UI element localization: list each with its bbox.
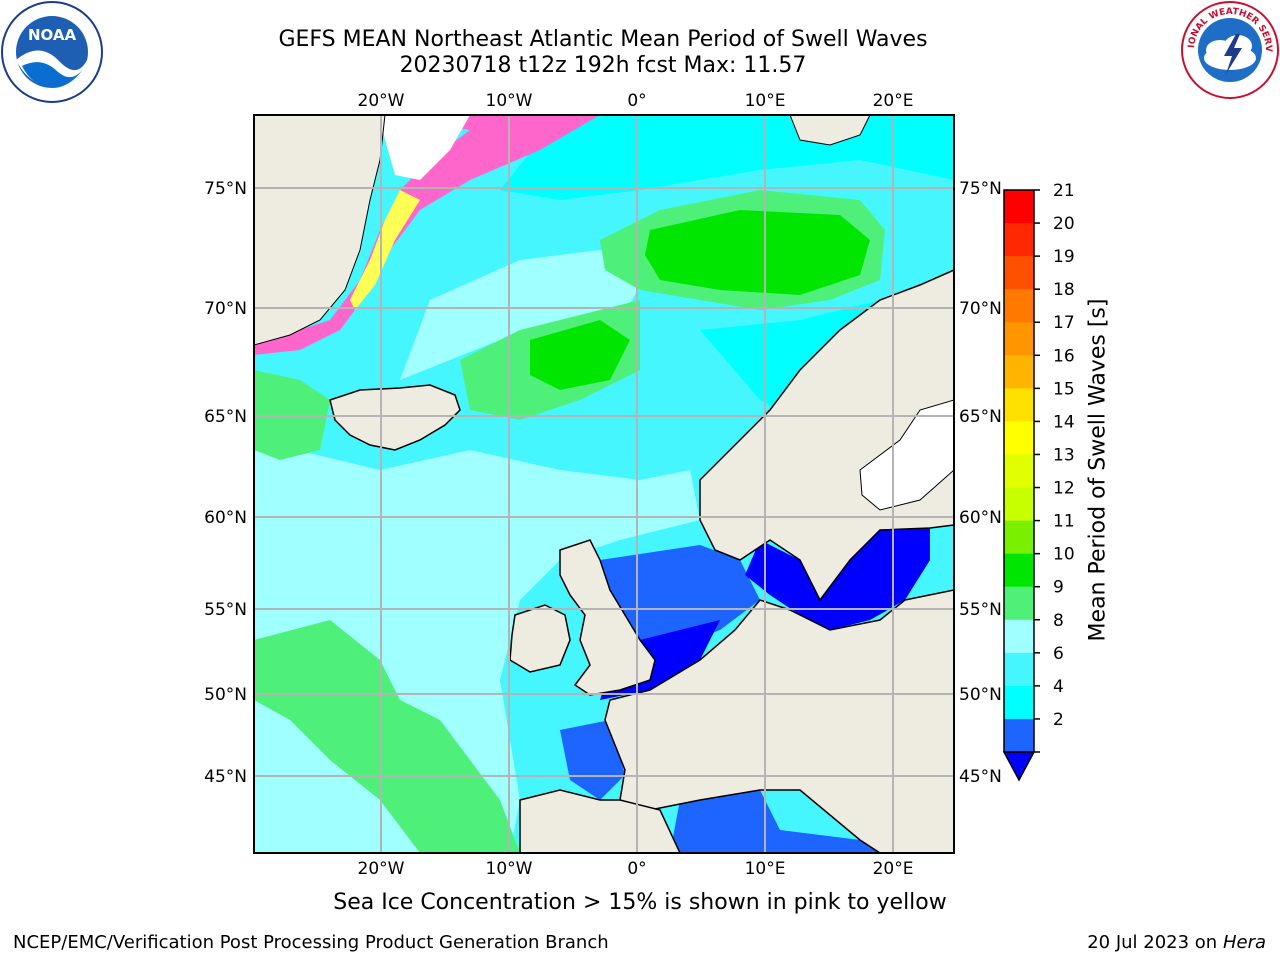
swell-band-10-11s [645, 210, 870, 295]
chart-title: GEFS MEAN Northeast Atlantic Mean Period… [278, 27, 928, 52]
colorbar-tick-label: 17 [1053, 313, 1075, 333]
colorbar-swatch [1004, 388, 1034, 422]
colorbar-tick-label: 13 [1053, 445, 1075, 465]
map-frame [253, 114, 955, 854]
colorbar-swatch [1004, 685, 1034, 720]
colorbar-tick-label: 8 [1053, 611, 1064, 631]
sea-ice-note: Sea Ice Concentration > 15% is shown in … [333, 890, 947, 915]
swell-band-8-9s-north [400, 250, 650, 380]
lat-label-right: 65°N [959, 407, 1002, 427]
lon-labels-bottom: 20°W 10°W 0° 10°E 20°E [358, 859, 914, 879]
lat-label-right: 55°N [959, 600, 1002, 620]
colorbar-tick-label: 10 [1053, 545, 1075, 565]
colorbar-tick-label: 15 [1053, 379, 1075, 399]
colorbar-tick-label: 9 [1053, 578, 1064, 598]
sea-ice-yellow [350, 190, 420, 310]
colorbar-swatch [1004, 190, 1034, 224]
colorbar-tick-label: 4 [1053, 677, 1064, 697]
swell-band-9-10s-southwest [254, 620, 520, 853]
no-data-gulf-bothnia [859, 399, 954, 511]
colorbar-tick-label: 18 [1053, 280, 1075, 300]
lat-label-right: 70°N [959, 299, 1002, 319]
colorbar-tick-label: 19 [1053, 247, 1075, 267]
chart-subtitle: 20230718 t12z 192h fcst Max: 11.57 [399, 53, 807, 78]
colorbar: 21 20 19 18 17 16 15 14 13 12 11 10 9 8 6 4 2 [1002, 181, 1075, 782]
colorbar-swatch [1004, 619, 1034, 654]
lon-label-bottom: 0° [627, 859, 646, 879]
run-date-text: 20 Jul 2023 on Hera [1087, 932, 1266, 953]
lon-label-top: 20°E [873, 91, 914, 111]
lat-labels-right: 75°N 70°N 65°N 60°N 55°N 50°N 45°N [959, 179, 1002, 787]
colorbar-tick-label: 21 [1053, 181, 1075, 201]
lon-label-top: 10°E [745, 91, 786, 111]
sea-ice-white [380, 115, 470, 180]
colorbar-tick-label: 6 [1053, 644, 1064, 664]
colorbar-swatch [1004, 256, 1034, 290]
map-graticule [254, 115, 954, 853]
lat-label-right: 75°N [959, 179, 1002, 199]
swell-band-2-4s-biscay [560, 720, 625, 800]
colorbar-swatch [1004, 553, 1034, 588]
colorbar-swatch [1004, 586, 1034, 621]
colorbar-swatch [1004, 421, 1034, 455]
lat-label-right: 50°N [959, 685, 1002, 705]
colorbar-swatch [1004, 355, 1034, 389]
colorbar-tick-label: 11 [1053, 512, 1075, 532]
lat-label-left: 70°N [204, 299, 247, 319]
lon-label-top: 20°W [358, 91, 405, 111]
lon-labels-top: 20°W 10°W 0° 10°E 20°E [358, 91, 914, 111]
lat-label-left: 65°N [204, 407, 247, 427]
nws-logo: NATIONAL WEATHER SERVICE [1180, 0, 1279, 99]
lat-label-left: 75°N [204, 179, 247, 199]
lat-label-left: 45°N [204, 767, 247, 787]
map-fields [254, 115, 954, 853]
lon-label-bottom: 10°W [486, 859, 533, 879]
land-svalbard [789, 115, 871, 146]
run-date-value: 20 Jul 2023 on [1087, 932, 1223, 953]
colorbar-label: Mean Period of Swell Waves [s] [1085, 298, 1111, 642]
colorbar-swatch [1004, 718, 1034, 753]
noaa-logo-text: NOAA [28, 26, 77, 44]
swell-band-under-2s-baltic [745, 528, 930, 630]
land-iceland [329, 384, 461, 451]
noaa-logo: NOAA [1, 1, 103, 103]
colorbar-frame [1003, 189, 1035, 753]
lat-label-right: 60°N [959, 508, 1002, 528]
colorbar-swatch [1004, 454, 1034, 489]
lat-labels-left: 75°N 70°N 65°N 60°N 55°N 50°N 45°N [204, 179, 247, 787]
lon-label-top: 0° [627, 91, 646, 111]
colorbar-extend-arrow [1002, 751, 1036, 782]
colorbar-swatch [1004, 223, 1034, 257]
land-greenland [254, 115, 386, 346]
swell-band-2-4s-mediterranean [670, 790, 880, 853]
land-ireland [509, 604, 571, 673]
lat-label-left: 55°N [204, 600, 247, 620]
lon-label-top: 10°W [486, 91, 533, 111]
lon-label-bottom: 20°W [358, 859, 405, 879]
credit-text: NCEP/EMC/Verification Post Processing Pr… [13, 932, 609, 953]
colorbar-tick-label: 14 [1053, 412, 1075, 432]
run-host: Hera [1222, 932, 1266, 953]
colorbar-tick-label: 20 [1053, 214, 1075, 234]
land-iberia [519, 789, 681, 853]
colorbar-tick-label: 12 [1053, 479, 1075, 499]
lat-label-right: 45°N [959, 767, 1002, 787]
lon-label-bottom: 20°E [873, 859, 914, 879]
lat-label-left: 50°N [204, 685, 247, 705]
swell-band-10-11s-small [530, 320, 630, 390]
colorbar-tick-label: 2 [1053, 710, 1064, 730]
colorbar-swatch [1004, 289, 1034, 323]
colorbar-swatch [1004, 487, 1034, 522]
colorbar-swatch [1004, 322, 1034, 356]
colorbar-swatch [1004, 652, 1034, 687]
lat-label-left: 60°N [204, 508, 247, 528]
swell-band-2-4s-north-sea [600, 545, 760, 650]
lon-label-bottom: 10°E [745, 859, 786, 879]
colorbar-tick-label: 16 [1053, 346, 1075, 366]
colorbar-swatch [1004, 520, 1034, 555]
